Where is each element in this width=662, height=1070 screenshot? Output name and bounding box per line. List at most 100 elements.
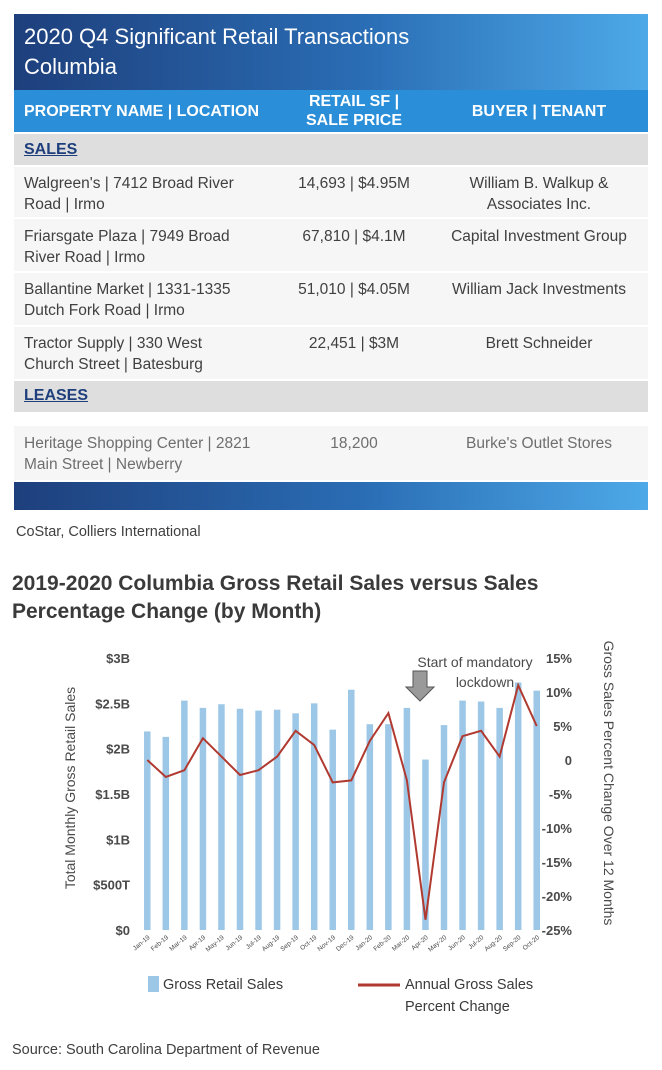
table-row: Heritage Shopping Center | 2821 Main Stre… (14, 426, 648, 480)
right-tick-label: 0 (565, 753, 572, 768)
section-spacer (14, 412, 648, 426)
buyer-line-1: Capital Investment Group (451, 228, 627, 245)
x-tick-label: Jan-20 (354, 934, 374, 952)
column-header-retail-sf: RETAIL SF | (308, 93, 400, 110)
buyer-line-1: William Jack Investments (452, 281, 626, 298)
right-tick-label: -10% (542, 821, 573, 836)
lockdown-annotation: Start of mandatory lockdown (404, 654, 533, 702)
property-line-2: Road | Irmo (24, 196, 105, 213)
legend-bar-label: Gross Retail Sales (163, 977, 283, 993)
x-tick-label: Mar-20 (391, 934, 412, 953)
column-header-buyer: BUYER | TENANT (471, 103, 607, 120)
right-tick-label: 15% (546, 651, 572, 666)
left-tick-label: $0 (116, 923, 130, 938)
right-tick-label: -25% (542, 923, 573, 938)
left-tick-label: $1B (106, 832, 130, 847)
property-line-2: Main Street | Newberry (24, 456, 183, 473)
property-line-1: Friarsgate Plaza | 7949 Broad (24, 228, 230, 245)
bar-gross-sales-Aug-19 (273, 709, 281, 930)
section-leases: LEASES (14, 381, 648, 412)
legend-bar-swatch (148, 976, 159, 992)
table-source: CoStar, Colliers International (16, 524, 201, 540)
table-column-headers: PROPERTY NAME | LOCATION RETAIL SF | SAL… (14, 90, 648, 132)
legend-line-label-1: Annual Gross Sales (405, 977, 533, 993)
annotation-line-1: Start of mandatory (417, 654, 532, 670)
left-tick-label: $2.5B (95, 696, 130, 711)
property-line-1: Tractor Supply | 330 West (24, 335, 203, 352)
chart-source: Source: South Carolina Department of Rev… (12, 1042, 320, 1058)
property-line-2: River Road | Irmo (24, 249, 146, 266)
bar-gross-sales-Feb-19 (162, 736, 170, 930)
annotation-line-2: lockdown (456, 674, 514, 690)
bar-gross-sales-Jun-20 (459, 700, 466, 930)
table-row: Ballantine Market | 1331-1335 Dutch Fork … (14, 273, 648, 325)
retail-sf-price: 14,693 | $4.95M (298, 175, 410, 192)
left-tick-label: $1.5B (95, 787, 130, 802)
x-tick-label: Feb-20 (372, 934, 393, 953)
retail-sf-price: 22,451 | $3M (308, 335, 400, 352)
bar-gross-sales-May-20 (440, 725, 448, 930)
legend-line-label-2: Percent Change (405, 999, 510, 1015)
bar-gross-sales-Sep-20 (514, 682, 522, 930)
x-tick-label: Sep-20 (502, 934, 523, 953)
table-footer-bar (14, 482, 648, 510)
retail-sf: 18,200 (330, 435, 378, 452)
left-tick-label: $2B (106, 742, 130, 757)
x-tick-label: Jan-19 (132, 934, 152, 952)
bar-gross-sales-Jan-19 (144, 731, 151, 930)
bar-gross-sales-Nov-19 (329, 729, 336, 930)
column-header-property: PROPERTY NAME | LOCATION (24, 103, 260, 120)
x-tick-label: Feb-19 (150, 934, 171, 953)
bar-gross-sales-Mar-20 (403, 707, 411, 930)
x-tick-label: Sep-19 (279, 934, 300, 953)
property-line-1: Walgreen's | 7412 Broad River (24, 175, 234, 192)
x-tick-label: Oct-20 (522, 934, 542, 952)
x-tick-label: May-20 (427, 934, 448, 954)
section-label-sales: SALES (24, 141, 78, 158)
property-line-1: Heritage Shopping Center | 2821 (24, 435, 251, 452)
bar-gross-sales-Feb-20 (385, 724, 392, 930)
x-tick-label: Aug-20 (483, 934, 504, 953)
retail-sf-price: 67,810 | $4.1M (302, 228, 406, 245)
bar-gross-sales-Sep-19 (292, 713, 299, 930)
chart-title: 2019-2020 Columbia Gross Retail Sales ve… (12, 570, 652, 626)
bar-gross-sales-Jul-20 (477, 701, 485, 930)
property-line-2: Dutch Fork Road | Irmo (24, 302, 185, 319)
x-tick-label: Jun-20 (447, 934, 467, 952)
bar-gross-sales-Jan-20 (366, 724, 374, 930)
row-divider (14, 217, 648, 219)
bar-gross-sales-Oct-20 (533, 690, 540, 930)
table-title: 2020 Q4 Significant Retail Transactions (24, 24, 410, 49)
buyer-line-1: William B. Walkup & (469, 175, 609, 192)
bar-gross-sales-Apr-20 (422, 759, 429, 930)
right-tick-label: 5% (553, 719, 572, 734)
section-label-leases: LEASES (24, 387, 89, 404)
right-tick-label: -5% (549, 787, 573, 802)
right-tick-label: -15% (542, 855, 573, 870)
retail-sf-price: 51,010 | $4.05M (298, 281, 410, 298)
bar-gross-sales-Mar-19 (181, 700, 188, 930)
x-tick-label: Aug-19 (261, 934, 282, 953)
left-axis-label: Total Monthly Gross Retail Sales (62, 687, 78, 889)
buyer-line-1: Brett Schneider (485, 335, 593, 352)
bar-gross-sales-Apr-19 (199, 707, 207, 930)
bar-gross-sales-Dec-19 (348, 689, 355, 930)
row-divider (14, 271, 648, 273)
x-tick-label: Jun-19 (225, 934, 245, 952)
property-line-2: Church Street | Batesburg (24, 356, 203, 373)
property-line-1: Ballantine Market | 1331-1335 (24, 281, 231, 298)
row-divider (14, 325, 648, 327)
bar-gross-sales-Oct-19 (310, 703, 318, 930)
right-axis-label: Gross Sales Percent Change Over 12 Month… (601, 641, 617, 926)
x-tick-label: Nov-19 (316, 934, 337, 953)
chart-svg: $0 $500T $1B $1.5B $2B $2.5B $3B -25% -20% -15% -… (62, 641, 617, 1015)
left-tick-label: $500T (93, 878, 130, 893)
x-tick-label: Mar-19 (168, 934, 189, 953)
section-sales: SALES (14, 134, 648, 165)
right-tick-label: -20% (542, 889, 573, 904)
table-row: Tractor Supply | 330 West Church Street |… (14, 327, 648, 379)
left-tick-label: $3B (106, 651, 130, 666)
percent-change-line (146, 682, 538, 920)
bar-gross-sales-Jul-19 (255, 710, 262, 930)
x-tick-label: May-19 (205, 934, 226, 954)
